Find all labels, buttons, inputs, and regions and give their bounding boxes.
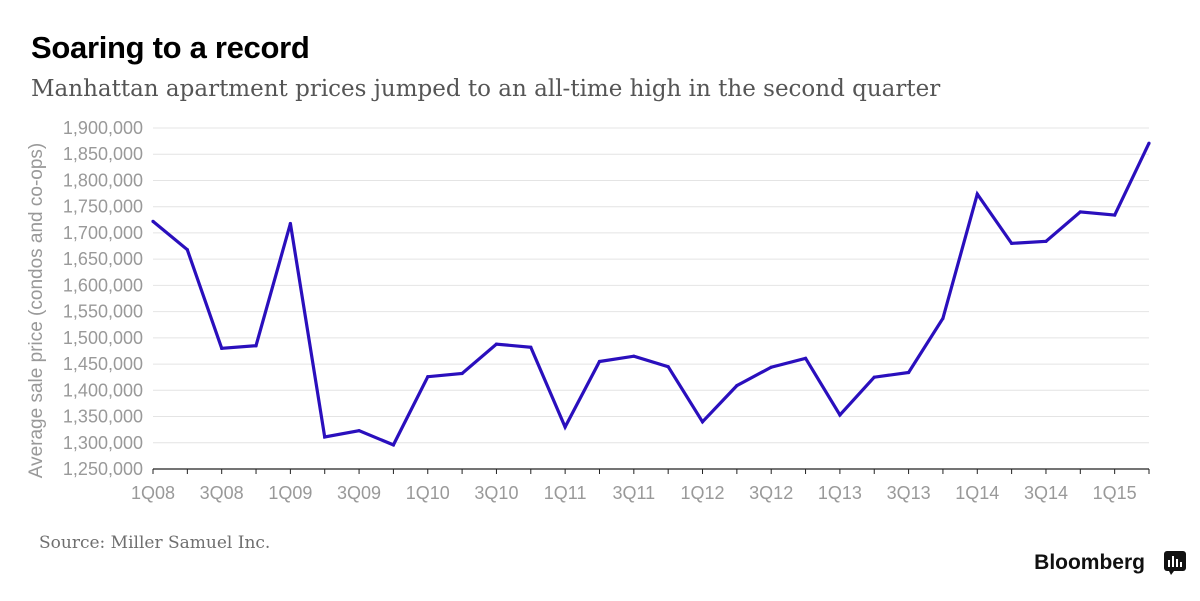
data-point (288, 221, 292, 226)
data-point (975, 192, 979, 196)
data-point (838, 413, 842, 417)
data-point (529, 345, 533, 349)
x-tick-label: 3Q12 (749, 483, 793, 503)
data-point (254, 344, 258, 348)
data-point (563, 425, 567, 429)
data-point (1078, 210, 1082, 214)
series-line (151, 142, 1151, 447)
chart-title: Soaring to a record (31, 30, 310, 65)
data-point (220, 346, 224, 350)
x-tick-label: 3Q09 (337, 483, 381, 503)
y-tick-label: 1,300,000 (63, 433, 143, 453)
data-point (597, 359, 602, 364)
y-tick-label: 1,650,000 (63, 249, 143, 269)
y-tick-label: 1,250,000 (63, 459, 143, 479)
x-tick-label: 1Q10 (406, 483, 450, 503)
y-tick-label: 1,900,000 (63, 118, 143, 138)
y-tick-label: 1,750,000 (63, 197, 143, 217)
data-point (151, 219, 155, 223)
x-tick-label: 1Q12 (680, 483, 724, 503)
brand-wordmark: Bloomberg (1034, 551, 1145, 574)
x-tick-label: 1Q11 (544, 483, 587, 503)
data-point (185, 248, 189, 252)
y-tick-label: 1,400,000 (63, 380, 143, 400)
y-tick-label: 1,600,000 (63, 275, 143, 295)
data-point (460, 371, 464, 376)
data-point (494, 342, 499, 346)
x-tick-label: 3Q10 (474, 483, 518, 503)
data-point (391, 443, 396, 447)
data-point (1044, 239, 1048, 243)
data-point (1113, 213, 1117, 217)
x-tick-label: 3Q11 (612, 483, 655, 503)
x-tick-label: 3Q13 (887, 483, 931, 503)
x-axis: 1Q08 3Q08 1Q09 3Q09 1Q10 3Q10 1Q11 3Q11 1Q12 3Q12… (131, 468, 1150, 503)
data-point (700, 420, 705, 424)
data-point (426, 375, 430, 379)
source-note: Source: Miller Samuel Inc. (39, 533, 271, 553)
y-axis-label: Average sale price (condos and co-ops) (26, 143, 47, 479)
data-point (1010, 241, 1014, 246)
x-tick-label: 1Q14 (955, 483, 999, 503)
data-point (666, 365, 670, 369)
data-point (632, 354, 636, 358)
x-tick-label: 3Q08 (200, 483, 244, 503)
x-tick-label: 1Q15 (1093, 483, 1137, 503)
y-tick-label: 1,700,000 (63, 223, 143, 243)
y-axis-ticks: 1,250,000 1,300,000 1,350,000 1,400,000 1,45… (63, 118, 143, 479)
x-tick-label: 3Q14 (1024, 483, 1068, 503)
x-tick-label: 1Q09 (268, 483, 312, 503)
y-tick-label: 1,450,000 (63, 354, 143, 374)
data-point (941, 316, 945, 321)
data-point (769, 365, 773, 369)
data-point (803, 356, 808, 360)
data-point (906, 370, 911, 375)
y-tick-label: 1,350,000 (63, 407, 143, 427)
data-point (1147, 141, 1151, 145)
y-tick-label: 1,850,000 (63, 144, 143, 164)
x-tick-label: 1Q13 (818, 483, 862, 503)
data-point (357, 429, 361, 433)
y-tick-label: 1,550,000 (63, 302, 143, 322)
data-point (323, 435, 327, 439)
data-point (735, 383, 739, 388)
line-chart: 1,250,000 1,300,000 1,350,000 1,400,000 1,45… (26, 118, 1151, 503)
bloomberg-terminal-icon (1164, 551, 1186, 575)
gridlines (153, 127, 1149, 444)
x-tick-label: 1Q08 (131, 483, 175, 503)
y-tick-label: 1,800,000 (63, 170, 143, 190)
y-tick-label: 1,500,000 (63, 328, 143, 348)
data-point (872, 375, 876, 379)
series (151, 141, 1151, 447)
chart-subtitle: Manhattan apartment prices jumped to an … (31, 76, 941, 102)
